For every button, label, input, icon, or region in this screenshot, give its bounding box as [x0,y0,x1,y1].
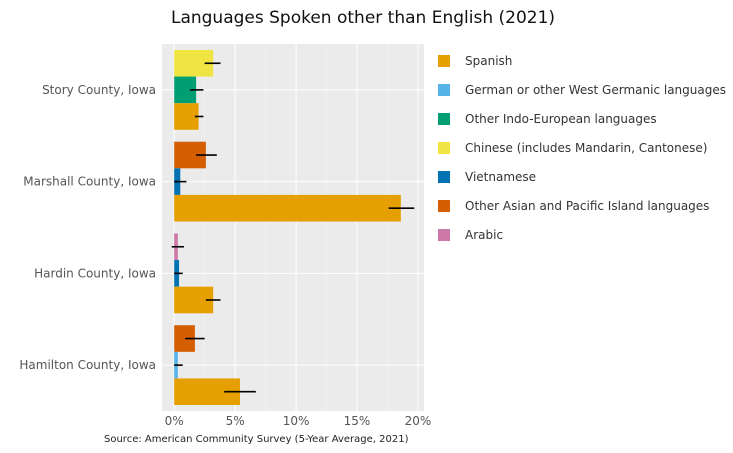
x-tick-label: 5% [226,414,245,428]
bar [174,103,199,130]
legend-swatch [438,200,450,212]
chart-title: Languages Spoken other than English (202… [171,8,555,28]
bar [174,194,401,222]
legend: Spanish German or other West Germanic lan… [438,54,726,242]
x-tick-label: 0% [165,414,184,428]
legend-swatch [438,113,450,125]
legend-label: German or other West Germanic languages [465,83,726,97]
x-tick-label: 20% [405,414,432,428]
legend-swatch [438,142,450,154]
y-axis-label: Story County, Iowa [42,83,156,97]
error-bars [171,62,415,393]
source-caption: Source: American Community Survey (5-Yea… [104,434,409,445]
y-axis-label: Marshall County, Iowa [23,175,156,189]
legend-swatch [438,55,450,67]
x-axis-labels: 0% 5% 10% 15% 20% [165,414,432,428]
grid-lines [162,44,424,411]
y-axis-labels: Story County, Iowa Marshall County, Iowa H… [19,83,156,372]
y-axis-label: Hamilton County, Iowa [19,358,156,372]
bar [174,325,195,352]
legend-label: Other Asian and Pacific Island languages [465,199,709,213]
plot-background [162,44,424,411]
legend-label: Arabic [465,228,503,242]
legend-label: Spanish [465,54,512,68]
legend-label: Chinese (includes Mandarin, Cantonese) [465,141,707,155]
x-tick-label: 15% [344,414,371,428]
legend-swatch [438,84,450,96]
legend-label: Vietnamese [465,170,536,184]
bars [174,49,401,406]
legend-label: Other Indo-European languages [465,112,657,126]
y-axis-label: Hardin County, Iowa [34,266,156,280]
x-tick-label: 10% [283,414,310,428]
bar [174,76,197,104]
legend-swatch [438,229,450,241]
legend-swatch [438,171,450,183]
